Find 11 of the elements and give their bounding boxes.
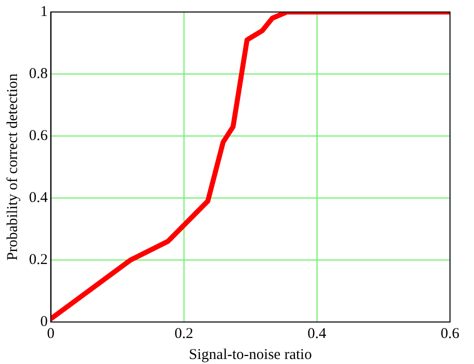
y-tick-label: 0.6 — [29, 128, 48, 144]
y-tick-label: 0.2 — [29, 252, 48, 268]
x-tick-label: 0.6 — [440, 326, 460, 342]
y-tick-label: 0 — [40, 314, 48, 330]
y-tick-label: 1 — [40, 4, 48, 20]
y-tick-label: 0.4 — [29, 190, 48, 206]
x-tick-label: 0.2 — [174, 326, 194, 342]
x-axis-title: Signal-to-noise ratio — [188, 346, 312, 363]
y-tick-label: 0.8 — [29, 66, 48, 82]
x-tick-label: 0.4 — [308, 326, 327, 342]
y-axis-title: Probability of correct detection — [4, 73, 21, 261]
